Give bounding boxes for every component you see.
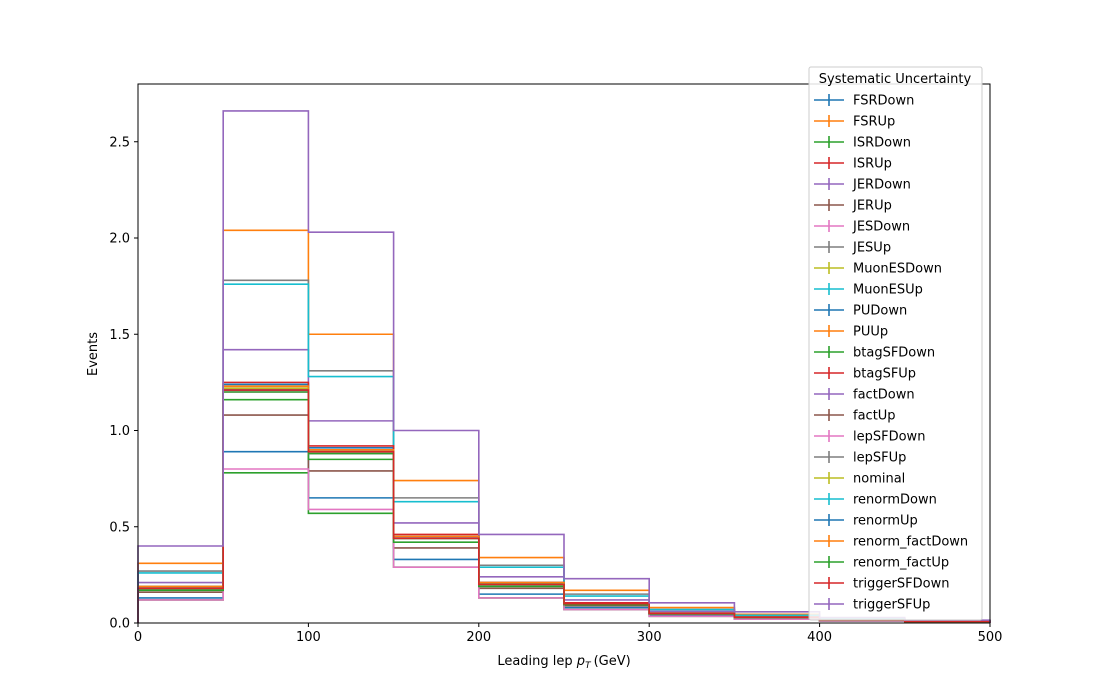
legend-item-renormDown: renormDown <box>814 493 937 508</box>
y-tick-label: 0.0 <box>109 617 130 632</box>
legend-label: JESUp <box>852 241 891 256</box>
legend-item-lepSFUp: lepSFUp <box>814 451 906 466</box>
y-tick-label: 2.5 <box>109 135 130 150</box>
legend-item-renormUp: renormUp <box>814 514 918 529</box>
x-tick-label: 300 <box>637 630 662 645</box>
legend-item-triggerSFUp: triggerSFUp <box>814 598 930 613</box>
legend-frame <box>808 66 983 621</box>
legend-item-JESUp: JESUp <box>814 241 891 256</box>
x-axis-label-subscript: T <box>585 661 592 671</box>
legend-label: FSRDown <box>853 94 914 109</box>
y-tick-label: 1.5 <box>109 328 130 343</box>
legend-item-lepSFDown: lepSFDown <box>814 430 925 445</box>
legend-item-factUp: factUp <box>814 409 896 424</box>
y-axis-label: Events <box>86 332 101 376</box>
legend-label: nominal <box>853 472 905 487</box>
legend-label: MuonESDown <box>853 262 942 277</box>
legend-label: renormUp <box>853 514 918 529</box>
legend-label: JERUp <box>852 199 892 214</box>
legend-label: btagSFUp <box>853 367 916 382</box>
legend-label: FSRUp <box>853 115 895 130</box>
legend-item-MuonESUp: MuonESUp <box>814 283 923 298</box>
legend-label: MuonESUp <box>853 283 923 298</box>
legend-item-btagSFDown: btagSFDown <box>814 346 935 361</box>
x-tick-label: 400 <box>807 630 832 645</box>
x-tick-label: 500 <box>978 630 1003 645</box>
legend-item-JERUp: JERUp <box>814 199 892 214</box>
legend-label: factUp <box>853 409 896 424</box>
legend-label: factDown <box>853 388 915 403</box>
x-axis-label-symbol: p <box>576 654 585 669</box>
legend-item-triggerSFDown: triggerSFDown <box>814 577 949 592</box>
x-axis-label-unit: (GeV) <box>594 654 631 669</box>
legend-item-btagSFUp: btagSFUp <box>814 367 916 382</box>
legend-item-PUUp: PUUp <box>814 325 888 340</box>
legend: Systematic Uncertainty FSRDown FSRUp ISRDo… <box>808 66 983 621</box>
legend-title: Systematic Uncertainty <box>819 72 972 87</box>
legend-label: ISRDown <box>853 136 911 151</box>
y-tick-label: 1.0 <box>109 424 130 439</box>
legend-item-nominal: nominal <box>814 472 905 487</box>
legend-label: renorm_factUp <box>853 556 949 571</box>
x-tick-label: 200 <box>466 630 491 645</box>
y-tick-label: 2.0 <box>109 232 130 247</box>
legend-item-FSRUp: FSRUp <box>814 115 895 130</box>
legend-label: PUUp <box>853 325 888 340</box>
legend-items: FSRDown FSRUp ISRDown ISRUp JERDown JERUp JESD… <box>814 94 968 613</box>
x-tick-label: 0 <box>134 630 142 645</box>
legend-item-FSRDown: FSRDown <box>814 94 914 109</box>
legend-label: btagSFDown <box>853 346 935 361</box>
legend-label: JESDown <box>852 220 910 235</box>
legend-item-ISRDown: ISRDown <box>814 136 911 151</box>
legend-label: lepSFDown <box>853 430 925 445</box>
legend-item-MuonESDown: MuonESDown <box>814 262 942 277</box>
legend-item-ISRUp: ISRUp <box>814 157 892 172</box>
legend-label: PUDown <box>853 304 907 319</box>
legend-label: lepSFUp <box>853 451 906 466</box>
legend-label: JERDown <box>852 178 911 193</box>
legend-label: triggerSFUp <box>853 598 930 613</box>
legend-item-renorm_factUp: renorm_factUp <box>814 556 949 571</box>
x-axis-label-text: Leading lep <box>497 654 572 669</box>
legend-item-renorm_factDown: renorm_factDown <box>814 535 968 550</box>
legend-item-JESDown: JESDown <box>814 220 910 235</box>
x-axis-ticks: 0 100 200 300 400 500 <box>134 623 1003 645</box>
y-axis-ticks: 0.0 0.5 1.0 1.5 2.0 2.5 <box>109 135 138 632</box>
legend-item-JERDown: JERDown <box>814 178 911 193</box>
legend-label: ISRUp <box>853 157 892 172</box>
legend-item-factDown: factDown <box>814 388 915 403</box>
x-axis-label: Leading lep pT (GeV) <box>497 654 630 671</box>
legend-label: triggerSFDown <box>853 577 949 592</box>
legend-label: renormDown <box>853 493 937 508</box>
legend-label: renorm_factDown <box>853 535 968 550</box>
axes-frame <box>137 83 991 624</box>
legend-item-PUDown: PUDown <box>814 304 907 319</box>
x-tick-label: 100 <box>296 630 321 645</box>
y-tick-label: 0.5 <box>109 520 130 535</box>
